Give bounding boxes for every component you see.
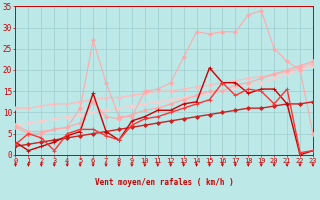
- X-axis label: Vent moyen/en rafales ( km/h ): Vent moyen/en rafales ( km/h ): [95, 178, 234, 187]
